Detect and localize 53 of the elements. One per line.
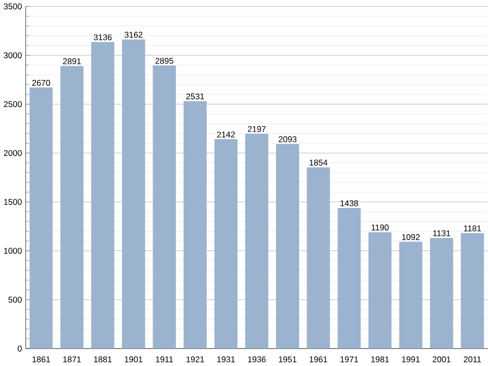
bar — [245, 134, 268, 349]
bar — [122, 40, 146, 349]
x-tick-label: 1861 — [32, 356, 50, 362]
y-tick-label: 1500 — [4, 199, 22, 205]
data-label: 1438 — [340, 200, 358, 206]
bar — [430, 238, 454, 349]
data-label: 1854 — [310, 160, 328, 166]
data-label: 2197 — [248, 126, 266, 132]
data-label: 1092 — [402, 234, 420, 240]
data-label: 2670 — [32, 80, 50, 86]
bar — [214, 139, 238, 349]
bar — [184, 101, 207, 349]
y-tick-label: 3500 — [4, 4, 22, 10]
y-tick-label: 3000 — [4, 52, 22, 58]
y-tick-label: 500 — [8, 296, 22, 303]
bar — [91, 42, 114, 349]
data-label: 1181 — [464, 226, 481, 232]
x-tick-label: 1901 — [124, 356, 142, 362]
data-label: 1190 — [372, 224, 389, 231]
bar — [306, 167, 330, 349]
data-label: 2531 — [186, 94, 204, 100]
x-tick-label: 1881 — [94, 356, 112, 362]
x-tick-label: 2001 — [432, 356, 450, 362]
x-tick-label: 1871 — [63, 356, 81, 362]
bar — [460, 233, 484, 349]
y-tick-label: 2500 — [4, 101, 22, 108]
x-tick-label: 1951 — [278, 356, 296, 362]
data-label: 2895 — [155, 58, 174, 64]
x-tick-label: 2011 — [464, 356, 481, 362]
data-label: 2891 — [63, 58, 81, 64]
x-tick-label: 1911 — [156, 356, 173, 362]
bar — [276, 144, 300, 349]
bar — [338, 208, 361, 349]
x-tick-label: 1936 — [248, 356, 266, 362]
x-tick-label: 1971 — [340, 356, 358, 362]
x-tick-label: 1931 — [217, 356, 235, 362]
data-label: 2093 — [278, 136, 296, 142]
y-tick-label: 0 — [18, 346, 22, 352]
data-label: 3136 — [94, 34, 112, 40]
y-tick-label: 1000 — [4, 248, 22, 254]
x-tick-label: 1921 — [186, 356, 204, 362]
x-tick-label: 1981 — [371, 356, 389, 362]
bar — [30, 88, 53, 349]
data-label: 3162 — [124, 32, 142, 38]
bar — [399, 242, 422, 349]
x-tick-label: 1961 — [310, 356, 328, 362]
data-label: 1131 — [433, 230, 450, 236]
bar — [368, 232, 392, 349]
y-tick-label: 2000 — [4, 150, 22, 156]
data-label: 2142 — [217, 132, 235, 138]
x-tick-label: 1991 — [402, 356, 420, 362]
bar — [60, 66, 84, 349]
bar — [152, 66, 176, 349]
